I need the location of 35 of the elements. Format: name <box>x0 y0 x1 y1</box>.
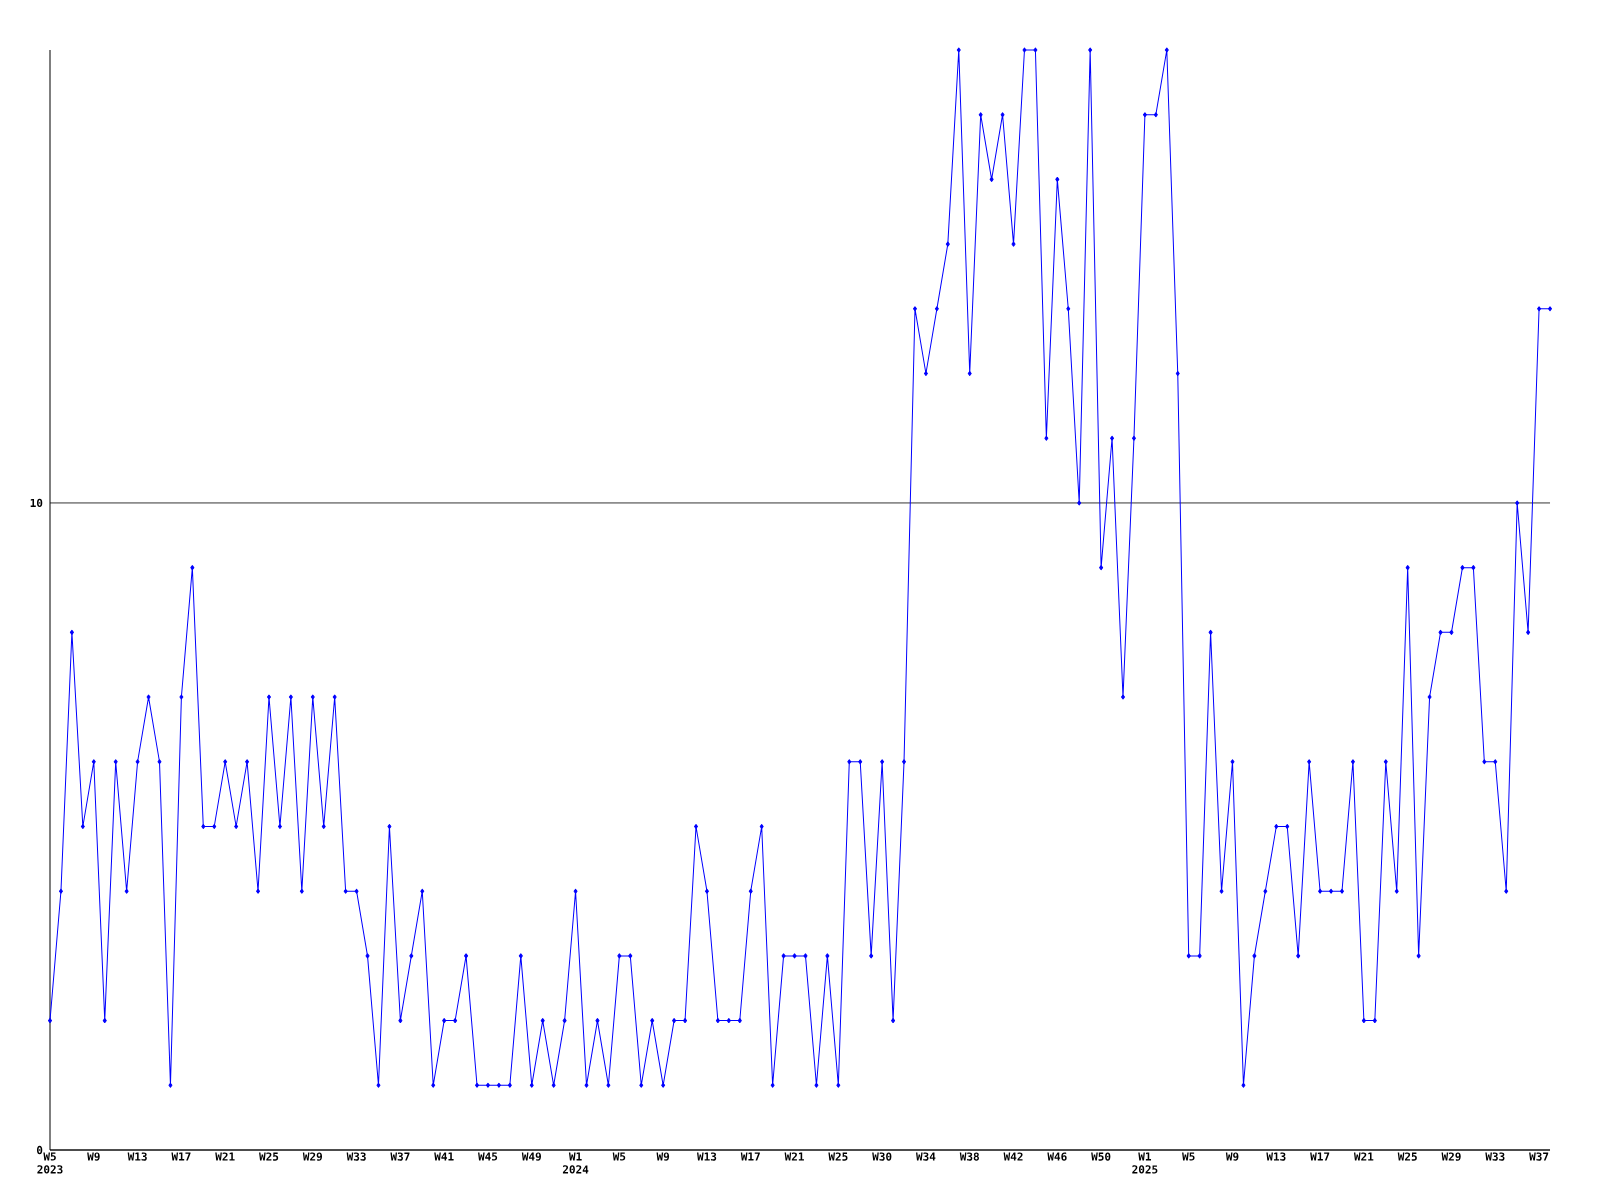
x-tick-label: W5 <box>612 1152 626 1161</box>
x-tick-label: W13 <box>1266 1152 1286 1161</box>
x-tick-label: W45 <box>478 1152 498 1161</box>
x-tick-label: W9 <box>656 1152 670 1161</box>
x-tick-label: W37 <box>1529 1152 1549 1161</box>
x-tick-label: W13 <box>697 1152 717 1161</box>
x-tick-label: W21 <box>1353 1152 1374 1161</box>
x-tick-label: W41 <box>434 1152 454 1161</box>
x-tick-label: W34 <box>915 1152 936 1161</box>
x-tick-label: W1 2025 <box>1132 1152 1158 1174</box>
x-tick-label: W17 <box>740 1152 760 1161</box>
x-tick-label: W13 <box>127 1152 147 1161</box>
x-tick-label: W5 <box>1182 1152 1195 1161</box>
x-tick-label: W21 <box>215 1152 235 1161</box>
y-tick-label: 10 <box>30 498 43 508</box>
x-tick-label: W50 <box>1091 1152 1111 1161</box>
x-tick-label: W29 <box>302 1152 323 1161</box>
x-tick-label: W30 <box>872 1152 892 1161</box>
x-tick-label: W25 <box>259 1152 279 1161</box>
x-tick-label: W33 <box>1485 1152 1505 1161</box>
x-tick-label: W38 <box>959 1152 979 1161</box>
x-tick-label: W21 <box>784 1152 804 1161</box>
x-tick-label: W9 <box>1225 1152 1239 1161</box>
x-tick-label: W29 <box>1441 1152 1461 1161</box>
x-tick-label: W42 <box>1003 1152 1023 1161</box>
x-tick-label: W25 <box>1397 1152 1417 1161</box>
x-tick-label: W49 <box>521 1152 541 1161</box>
x-tick-label: W46 <box>1047 1152 1067 1161</box>
x-tick-label: W17 <box>171 1152 191 1161</box>
x-tick-label: W9 <box>87 1152 100 1161</box>
x-tick-label: W33 <box>346 1152 366 1161</box>
x-tick-label: W1 2024 <box>562 1152 589 1174</box>
x-tick-label: W17 <box>1310 1152 1330 1161</box>
x-tick-label: W37 <box>390 1152 410 1161</box>
x-tick-label: W25 <box>828 1152 848 1161</box>
